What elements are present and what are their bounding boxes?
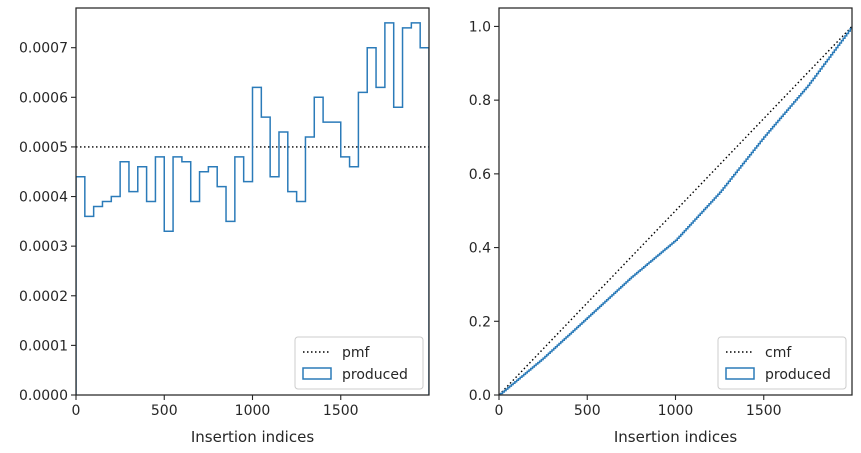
legend-box [294,336,424,390]
y-tick-label: 0.0002 [19,289,68,305]
y-tick-label: 0.0007 [19,41,68,57]
y-tick-label: 1.0 [469,19,491,35]
y-tick-label: 0.0003 [19,239,68,255]
series-cmf [499,25,852,395]
legend-entry-label: pmf [342,345,371,361]
x-tick-label: 1500 [746,403,782,419]
cmf-line-panel: 0 500 1000 1500 0.0 0.2 0.4 0.6 0.8 1.0 Insertion … [469,7,853,446]
legend: pmf produced [294,336,424,390]
y-tick-label: 0.0005 [19,140,68,156]
y-tick-label: 0.2 [469,314,491,330]
y-tick-label: 0.0001 [19,338,68,354]
plot-area [76,22,429,395]
legend-entry-label: produced [342,367,408,383]
y-tick-label: 0.0000 [19,388,68,404]
x-axis-label: Insertion indices [614,428,737,446]
x-tick-label: 500 [574,403,601,419]
pmf-histogram-panel: 0 500 1000 1500 0.0000 0.0001 0.0002 0.0003 0.00… [19,7,430,446]
x-tick-label: 1000 [658,403,694,419]
y-tick-label: 0.0004 [19,190,68,206]
y-tick-label: 0.8 [469,93,491,109]
legend: cmf produced [717,336,847,390]
legend-entry-label: cmf [765,345,792,361]
y-tick-label: 0.0006 [19,90,68,106]
x-tick-label: 0 [72,403,81,419]
x-tick-label: 0 [495,403,504,419]
y-tick-label: 0.6 [469,167,491,183]
legend-box [717,336,847,390]
plot-area [499,25,852,395]
legend-entry-label: produced [765,367,831,383]
x-axis-label: Insertion indices [191,428,314,446]
y-tick-label: 0.4 [469,241,491,257]
legend-produced-swatch [302,367,332,380]
x-tick-label: 1500 [323,403,359,419]
x-tick-label: 500 [151,403,178,419]
series-produced [76,22,429,395]
series-produced [499,26,852,395]
x-tick-label: 1000 [235,403,271,419]
y-tick-label: 0.0 [469,388,491,404]
legend-produced-swatch [725,367,755,380]
